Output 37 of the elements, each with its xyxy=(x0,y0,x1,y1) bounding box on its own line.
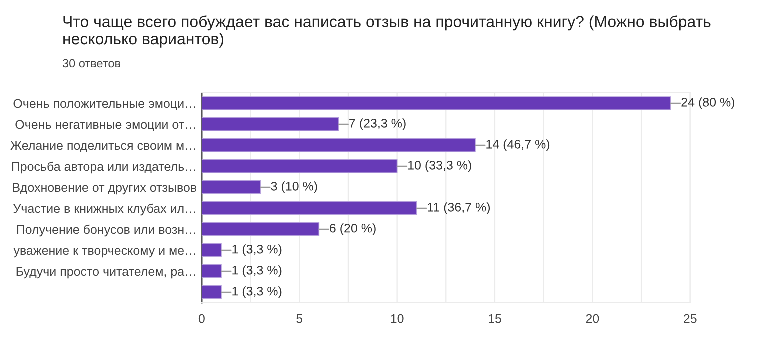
data-label: 10 (33,3 %) xyxy=(408,160,472,172)
bar xyxy=(202,96,672,110)
y-tick-label: Желание поделиться своим м… xyxy=(10,141,196,152)
bar xyxy=(202,138,476,152)
bar xyxy=(202,118,340,132)
bar xyxy=(202,244,222,258)
x-tick-label: 15 xyxy=(488,314,502,324)
bar xyxy=(202,180,261,194)
y-tick-label: уважение к творческому и ме… xyxy=(14,248,196,258)
x-tick-label: 25 xyxy=(684,314,697,324)
data-label: 6 (20 %) xyxy=(330,224,376,236)
data-label: 24 (80 %) xyxy=(682,98,735,110)
data-label: 3 (10 %) xyxy=(271,182,318,194)
chart-title: Что чаще всего побуждает вас написать отзыв на прочитанную книгу? (Можно выбрать несколько вариантов) xyxy=(64,16,711,48)
data-label: 1 (3,3 %) xyxy=(232,266,282,278)
y-tick-label: Просьба автора или издатель… xyxy=(12,162,196,174)
y-tick-label: Получение бонусов или возн… xyxy=(17,224,196,237)
x-tick-label: 0 xyxy=(198,314,205,324)
x-tick-label: 20 xyxy=(586,314,600,324)
y-tick-label: Участие в книжных клубах ил… xyxy=(14,204,196,216)
y-tick-label: Вдохновение от других отзывов xyxy=(13,183,197,195)
bar xyxy=(202,264,222,278)
y-tick-label: Очень положительные эмоци… xyxy=(14,99,196,111)
y-tick-label: Будучи просто читателем, ра… xyxy=(16,267,196,279)
data-label: 14 (46,7 %) xyxy=(486,140,550,152)
bar xyxy=(202,286,222,300)
data-label: 7 (23,3 %) xyxy=(350,118,406,130)
x-tick-label: 10 xyxy=(391,314,404,324)
data-label: 11 (36,7 %) xyxy=(428,202,490,214)
data-label: 1 (3,3 %) xyxy=(232,286,282,298)
x-tick-label: 5 xyxy=(296,314,303,324)
data-label: 1 (3,3 %) xyxy=(232,244,282,256)
bar xyxy=(202,160,398,174)
text: 30 ответов xyxy=(62,59,121,68)
bar xyxy=(202,202,418,216)
bar xyxy=(202,222,320,236)
y-tick-label: Очень негативные эмоции от… xyxy=(16,120,196,132)
